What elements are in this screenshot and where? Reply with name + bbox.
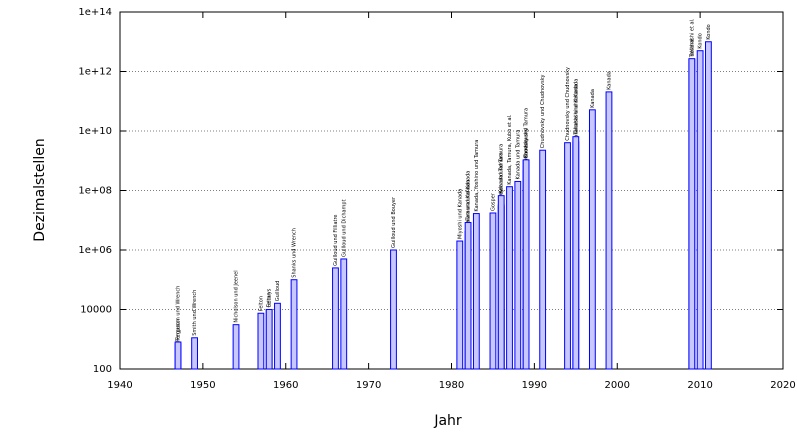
bar-label: Kanada und Tamura (515, 130, 521, 180)
bar (605, 91, 613, 370)
bar-label: Miyoshi und Kanada (457, 189, 463, 239)
bar-label: Kanada, Tamura, Kubo et al. (507, 114, 513, 185)
bar-label: Shanks und Wrench (292, 228, 298, 278)
bar-label: Bellard (689, 39, 695, 57)
bar-label: Guilloud und Dichampt (341, 199, 347, 257)
bar-label: Kanada und Tamura (499, 144, 505, 194)
bar (464, 222, 472, 370)
bar-label: Smith und Wrench (192, 290, 198, 336)
bar (456, 240, 464, 370)
bar (472, 213, 480, 370)
bar-label: Takahashi und Kanada (573, 84, 579, 141)
bar-label: Kanada (606, 71, 612, 90)
x-tick-label: 1980 (439, 380, 464, 391)
bar-label: Kanada und Tamura (524, 108, 530, 158)
bar-label: Felton (267, 292, 273, 307)
bar (257, 312, 265, 370)
bar-label: Guilloud und Filliatre (333, 214, 339, 265)
bar-label: Kanada (590, 89, 596, 108)
bar (705, 41, 712, 370)
plot-frame (119, 11, 784, 370)
bar-label: Tamura und Kanada (466, 180, 472, 231)
x-tick-label: 1970 (356, 380, 381, 391)
bar (274, 302, 281, 370)
bar (174, 341, 182, 370)
bar (588, 109, 596, 370)
bar-label: Kondo (698, 33, 704, 49)
bar-label: Genuys (267, 288, 273, 307)
bar-label: Kondo (706, 24, 712, 40)
y-tick-label: 1e+06 (78, 245, 112, 256)
bar (564, 142, 571, 370)
x-axis-title: Jahr (433, 413, 462, 429)
bar-label: Guilloud und Bouyer (391, 196, 397, 248)
y-tick-label: 10000 (80, 305, 112, 316)
bar-label: Ferguson und Wrench (176, 286, 182, 340)
bar (290, 279, 298, 370)
y-axis-title: Dezimalstellen (32, 138, 48, 241)
bar-label: Ferguson (176, 319, 182, 342)
bar-label: Chudnovsky und Chudnovsky (540, 75, 546, 149)
bar (688, 58, 696, 370)
bar-label: Chudnovsky (524, 128, 530, 159)
x-tick-label: 1950 (190, 380, 215, 391)
bar (497, 195, 505, 370)
bar (572, 136, 580, 370)
x-tick-label: 2020 (770, 380, 795, 391)
bar-label: Felton (258, 296, 264, 311)
y-tick-label: 100 (93, 364, 112, 375)
bar-label: Takahashi und Kanada (573, 79, 579, 136)
bar (489, 212, 497, 370)
x-tick-label: 1960 (273, 380, 298, 391)
bar-label: Kanada, Yoshino und Tamura (474, 140, 480, 212)
y-tick-label: 1e+08 (78, 186, 112, 197)
bar-label: Takahashi et al. (689, 18, 695, 58)
bar (506, 186, 513, 370)
bar-label: Kanada und Tamura (499, 153, 505, 203)
bar (332, 267, 339, 370)
bar (522, 159, 530, 370)
bar-label: Nicholson und Jeenel (234, 270, 240, 322)
y-tick-label: 1e+12 (78, 67, 112, 78)
bar (340, 258, 348, 370)
bar (265, 308, 273, 370)
bar-label: Tamura und Kanada (466, 171, 472, 222)
bar-label: Guilloud (275, 281, 281, 302)
bar-label: Chudnovsky (524, 138, 530, 169)
y-tick-label: 1e+14 (78, 7, 112, 18)
bar (539, 149, 547, 370)
x-tick-label: 2000 (605, 380, 630, 391)
y-tick-label: 1e+10 (78, 126, 112, 137)
bar (232, 324, 240, 370)
bar-label: Gosper (490, 192, 496, 211)
bar (191, 337, 198, 370)
x-tick-label: 2010 (687, 380, 712, 391)
x-tick-label: 1940 (107, 380, 132, 391)
bar-label: Chudnovsky und Chudnovsky (565, 67, 571, 141)
bar (390, 249, 397, 370)
bar (514, 180, 522, 370)
bar (696, 50, 704, 370)
x-tick-label: 1990 (522, 380, 547, 391)
